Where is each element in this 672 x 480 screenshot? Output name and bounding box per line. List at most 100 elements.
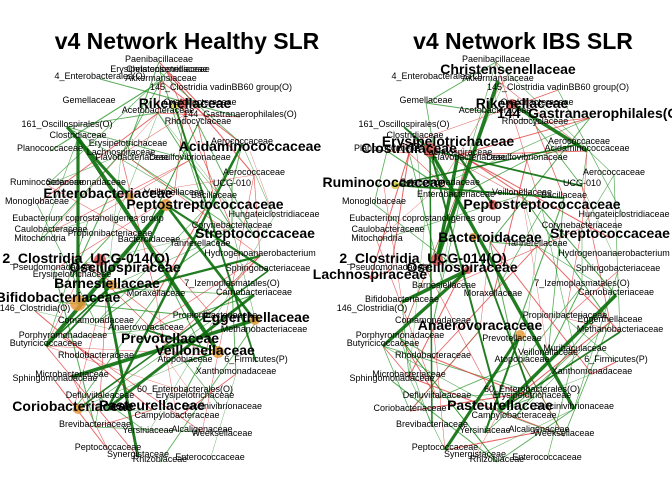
node-label: Acetobacteraceae [459,105,532,115]
negative-edge [386,112,496,152]
node-label: Bacteroidaceae [438,229,542,245]
negative-edge [145,255,261,331]
positive-edge [36,203,97,324]
node-label: Coriobacteriaceae [373,403,446,413]
positive-edge [373,150,388,205]
node-label: Gemellaceae [62,95,115,105]
node-label: Propionibacteriaceae [173,310,258,320]
strong-positive-edge [147,204,168,243]
node-label: Succinivibrionaceae [534,401,614,411]
node-label: Pseudomonadaceae [13,262,96,272]
positive-edge [94,426,203,433]
positive-edge [72,409,153,412]
strong-positive-edge [443,334,522,451]
positive-edge [455,61,497,198]
node-label: Rhodocyclaceae [502,116,569,126]
positive-edge [495,61,615,176]
positive-edge [66,126,206,210]
node-label: 6_Firmicutes(P) [584,354,648,364]
positive-edge [613,174,621,333]
node-label: Rhizobiaceae [470,454,525,464]
positive-edge [189,159,256,239]
node-label: Alcaligenaceae [171,424,232,434]
network-node [431,254,443,266]
node-label: 2_Clostridia_UCG-014(O) [339,250,506,266]
node-label: 4_Enterobacterales(O) [391,71,482,81]
strong-positive-edge [511,102,588,153]
negative-edge [166,71,255,176]
node-label: Sphingobacteriaceae [226,263,311,273]
negative-edge [432,322,446,451]
node-label: Hungateiclostridiaceae [228,209,319,219]
node-label: Methanobacteriaceae [221,324,308,334]
node-label: Carnobacteriaceae [216,287,292,297]
node-label: Akkermansiaceae [125,73,197,83]
positive-edge [521,194,538,247]
positive-edge [66,112,159,128]
node-label: Synergistaceae [444,449,506,459]
strong-positive-edge [394,184,565,199]
node-label: Anaerovoracaceae [108,322,184,332]
node-label: Erysipelotrichaceae [33,269,112,279]
node-label: Bifidobacteriaceae [365,294,439,304]
node-label: Defluviitaleaceae [403,390,472,400]
positive-edge [109,112,159,237]
negative-edge [62,337,97,359]
node-label: Streptococcaceae [195,225,315,241]
positive-edge [159,71,206,210]
node-label: Ruminococcaceae [10,177,84,187]
positive-edge [425,102,496,114]
node-label: Rhodobacteraceae [58,350,134,360]
node-label: Aerococcaceae [223,167,285,177]
node-label: Corynebacteriaceae [192,220,273,230]
node-label: Porphyromonadaceae [356,330,445,340]
node-label: Peptostreptococcaceae [126,196,283,212]
positive-edge [184,354,206,393]
negative-edge [95,357,203,433]
node-label: Atopobiaceae [494,354,549,364]
negative-edge [489,241,593,375]
negative-edge [564,317,621,333]
network-node [105,405,111,411]
node-label: Oscillospiraceae [69,259,181,275]
node-label: UCG-010 [213,178,251,188]
positive-edge [541,208,576,352]
negative-edge [249,150,275,218]
positive-edge [45,220,89,347]
node-label: 60_Enterobacterales(O) [137,384,233,394]
strong-positive-edge [98,259,140,458]
panel-ibs: PaenibacillaceaeChristensenellaceae4_Ent… [313,28,672,464]
negative-edge [399,196,457,339]
node-label: Oscillospiraceae [406,259,518,275]
negative-edge [145,329,196,399]
positive-edge [536,245,617,296]
positive-edge [159,321,257,463]
node-label: 60_Enterobacterales(O) [484,384,580,394]
positive-edge [581,185,615,257]
negative-edge [71,376,109,451]
negative-edge [176,373,237,419]
positive-edge [521,361,565,437]
negative-edge [45,345,139,458]
negative-edge [131,159,261,257]
strong-positive-edge [499,331,621,411]
network-node [126,193,134,201]
node-label: Oxalobacteraceae [163,97,236,107]
node-label: Prevotellaceae [482,333,542,343]
node-label: Aerococcaceae [583,167,645,177]
node-label: Clostridiaceae [361,140,457,156]
node-label: Mitochondria [351,233,403,243]
node-label: Xanthomonadaceae [552,366,633,376]
node-label: Comamonadaceae [58,315,134,325]
negative-edge [408,271,463,378]
node-label: Rhizobiaceae [133,454,188,464]
node-label: Enterobacteriaceae [43,185,172,201]
network-node [73,404,83,414]
node-label: Peptococcaceae [412,442,479,452]
positive-edge [124,123,199,273]
node-label: Erysipelotrichaceae [382,133,515,149]
node-label: Brevibacteriaceae [59,419,131,429]
strong-positive-edge [401,268,469,304]
label-layer: PaenibacillaceaeChristensenellaceaeErysi… [0,54,321,464]
